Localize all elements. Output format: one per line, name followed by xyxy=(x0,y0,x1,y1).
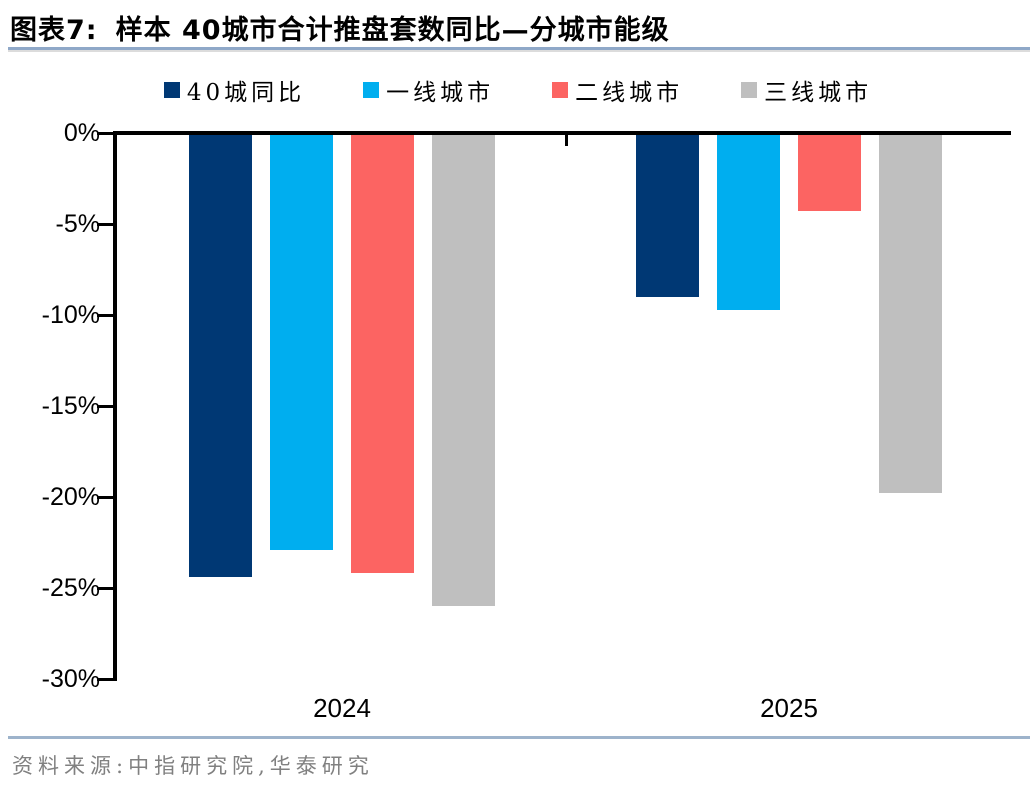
legend-swatch-icon xyxy=(363,82,380,98)
y-axis-tick-label: -5% xyxy=(55,210,100,238)
legend-label: 40城同比 xyxy=(186,80,306,106)
y-axis-tick-mark xyxy=(97,677,114,681)
y-axis-tick-mark xyxy=(97,222,114,226)
y-axis-tick-mark xyxy=(97,313,114,317)
x-axis-baseline xyxy=(113,131,1011,135)
category-divider-tick xyxy=(565,135,568,146)
bar-2024-series-1 xyxy=(270,135,333,550)
y-axis-tick-mark xyxy=(97,131,114,135)
source-note: 资料来源:中指研究院,华泰研究 xyxy=(12,754,374,778)
y-axis-tick-label: -10% xyxy=(41,301,100,329)
legend-swatch-icon xyxy=(741,82,758,98)
bar-2025-series-3 xyxy=(879,135,942,493)
y-axis-tick-mark xyxy=(97,586,114,590)
legend-item-0: 40城同比 xyxy=(163,73,306,107)
y-axis-tick-label: -25% xyxy=(41,574,100,602)
legend-label: 二线城市 xyxy=(575,80,684,106)
legend-label: 一线城市 xyxy=(386,80,495,106)
y-axis-tick-label: -15% xyxy=(41,392,100,420)
x-axis-category-label: 2024 xyxy=(313,693,371,723)
bar-2025-series-0 xyxy=(636,135,699,297)
y-axis-tick-label: 0% xyxy=(63,119,100,147)
legend: 40城同比 一线城市 二线城市 三线城市 xyxy=(0,74,1036,106)
legend-swatch-icon xyxy=(163,82,180,98)
chart-title-text: 样本 40城市合计推盘套数同比—分城市能级 xyxy=(115,15,670,46)
footer-rule xyxy=(8,736,1030,739)
chart-title: 图表7: 样本 40城市合计推盘套数同比—分城市能级 xyxy=(10,8,1026,47)
legend-label: 三线城市 xyxy=(764,80,873,106)
y-axis-tick-label: -30% xyxy=(41,665,100,693)
bar-2024-series-2 xyxy=(351,135,414,573)
y-axis-tick-label: -20% xyxy=(41,483,100,511)
legend-item-3: 三线城市 xyxy=(741,73,872,107)
legend-swatch-icon xyxy=(552,82,569,98)
title-rule xyxy=(8,47,1030,52)
bar-2024-series-3 xyxy=(432,135,495,606)
y-axis-tick-mark xyxy=(97,495,114,499)
bar-2024-series-0 xyxy=(189,135,252,577)
y-axis-tick-mark xyxy=(97,404,114,408)
y-axis-line xyxy=(113,131,117,681)
bar-2025-series-1 xyxy=(717,135,780,310)
bar-2025-series-2 xyxy=(798,135,861,211)
x-axis-category-label: 2025 xyxy=(760,693,818,723)
legend-item-1: 一线城市 xyxy=(363,73,494,107)
legend-item-2: 二线城市 xyxy=(552,73,683,107)
chart-title-prefix: 图表7: xyxy=(10,15,98,46)
